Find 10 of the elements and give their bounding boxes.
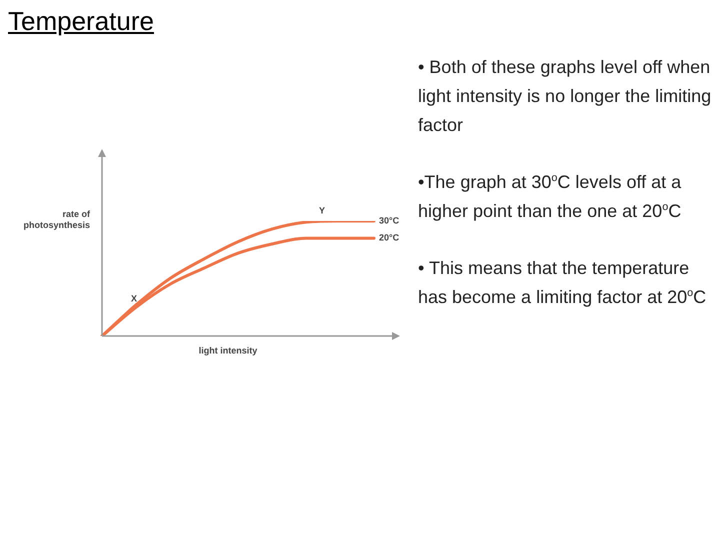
x-axis-title: light intensity xyxy=(198,345,258,356)
series-label: 20°C xyxy=(379,232,400,243)
text: • This means that the temperature has become a limiting factor at 20$^{o}$C xyxy=(418,257,708,309)
text: Y xyxy=(318,205,326,216)
annotation: X xyxy=(130,293,138,304)
text: • Both of these graphs level off when light intensity is no longer the limiting factor xyxy=(418,56,712,137)
chart-title: Temperature xyxy=(8,6,154,37)
series-label: 30°C xyxy=(379,215,400,226)
text: •The graph at 30$^{o}$C levels off at a higher point than the one at 20$^{o}$C xyxy=(418,171,682,223)
y-axis-title: rate of photosynthesis xyxy=(23,208,91,230)
